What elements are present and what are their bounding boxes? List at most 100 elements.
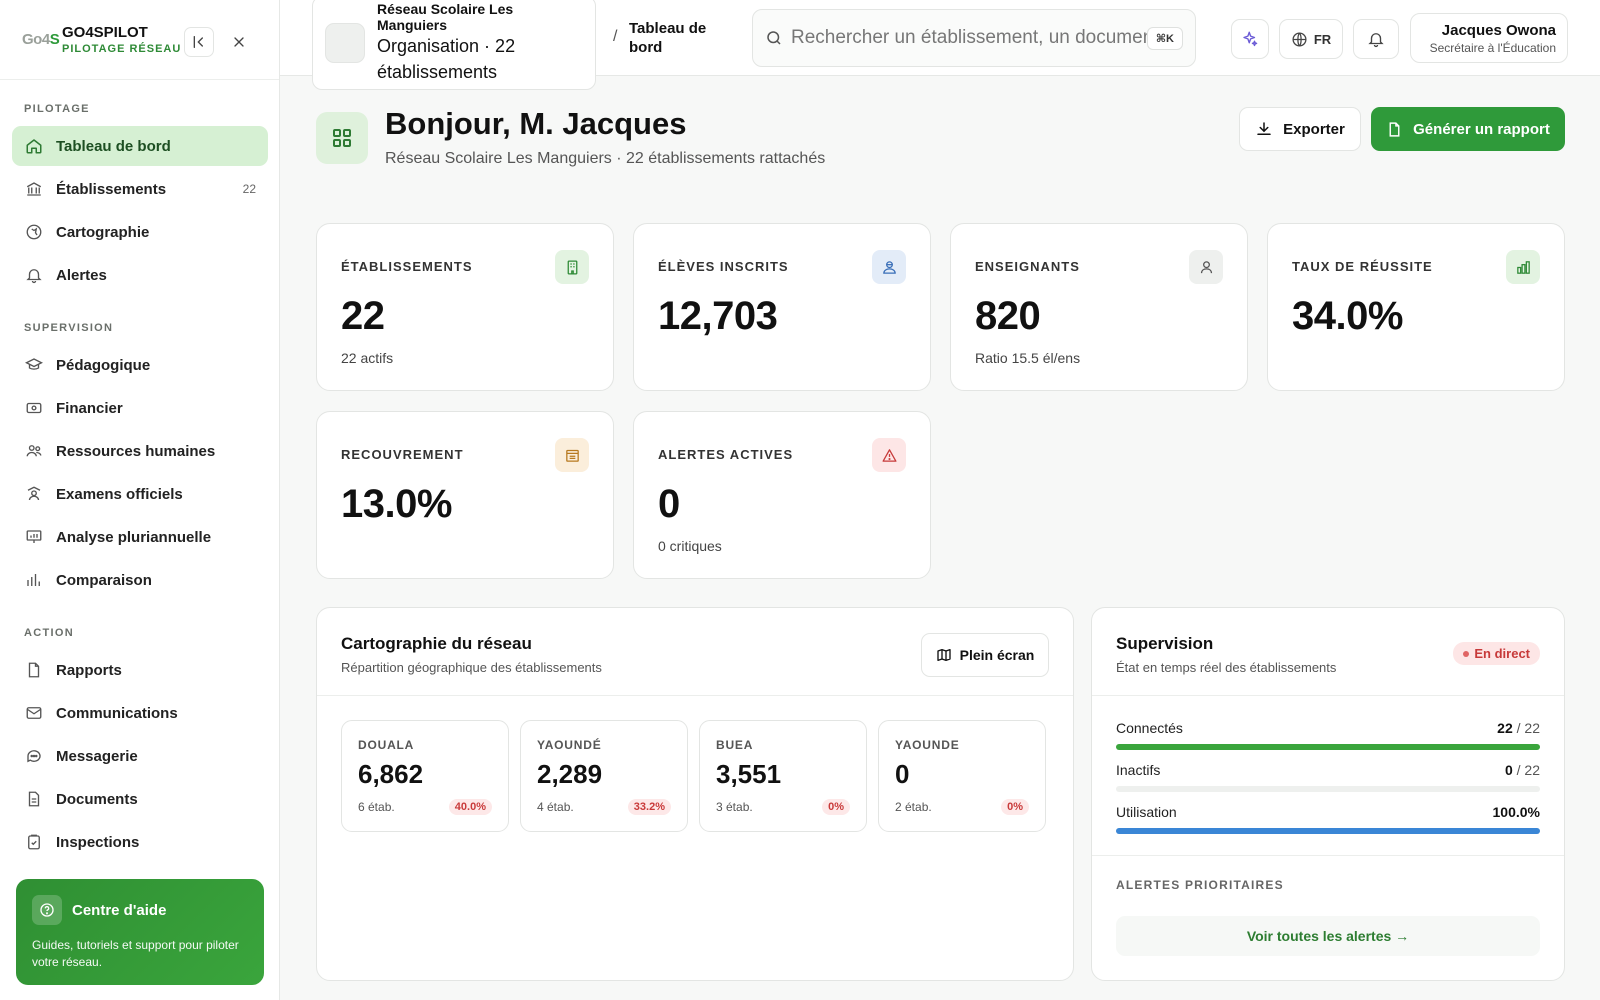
kpi-card-enseignants[interactable]: ENSEIGNANTS 820 Ratio 15.5 él/ens (950, 223, 1248, 391)
organization-logo (325, 23, 365, 63)
user-menu[interactable]: Jacques Owona Secrétaire à l'Éducation (1410, 13, 1568, 63)
kpi-subtext: 0 critiques (658, 538, 722, 554)
sidebar-item-label: Ressources humaines (56, 442, 216, 460)
kpi-subtext: Ratio 15.5 él/ens (975, 350, 1081, 366)
kpi-value: 12,703 (658, 294, 778, 338)
help-icon (32, 895, 62, 925)
live-status-badge: En direct (1453, 642, 1540, 665)
kpi-subtext: 22 actifs (341, 350, 394, 366)
collapse-sidebar-button[interactable] (184, 27, 214, 57)
mail-icon (24, 703, 44, 723)
supervision-row-value: 22 / 22 (1497, 720, 1540, 736)
users-icon (24, 441, 44, 461)
download-icon (1255, 120, 1273, 138)
building-icon (555, 250, 589, 284)
kpi-card-alertes-actives[interactable]: ALERTES ACTIVES 0 0 critiques (633, 411, 931, 579)
fullscreen-label: Plein écran (959, 647, 1035, 663)
kpi-value: 0 (658, 482, 680, 526)
region-rate-badge: 33.2% (627, 799, 671, 815)
sidebar-item-etablissements[interactable]: Établissements 22 (12, 169, 268, 209)
breadcrumb-separator: / (613, 28, 618, 45)
sidebar-item-label: Messagerie (56, 747, 138, 765)
search-bar[interactable]: ⌘K (752, 9, 1196, 67)
sidebar-item-inspections[interactable]: Inspections (12, 822, 268, 862)
nav-section-supervision: SUPERVISION (24, 322, 114, 334)
nav-section-action: ACTION (24, 627, 74, 639)
live-dot-icon (1463, 650, 1470, 657)
progress-track (1116, 828, 1540, 834)
kpi-card-taux-de-reussite[interactable]: TAUX DE RÉUSSITE 34.0% (1267, 223, 1565, 391)
supervision-subtitle: État en temps réel des établissements (1116, 660, 1337, 675)
sidebar-item-documents[interactable]: Documents (12, 779, 268, 819)
sidebar-item-ressources-humaines[interactable]: Ressources humaines (12, 431, 268, 471)
sidebar-item-analyse-pluriannuelle[interactable]: Analyse pluriannuelle (12, 517, 268, 557)
brand-logo[interactable]: Go4S (22, 31, 60, 48)
user-role: Secrétaire à l'Éducation (1429, 41, 1556, 55)
see-all-alerts-button[interactable]: Voir toutes les alertes → (1116, 916, 1540, 956)
sidebar-item-pedagogique[interactable]: Pédagogique (12, 345, 268, 385)
live-label: En direct (1474, 646, 1530, 661)
region-name: YAOUNDÉ (537, 738, 602, 752)
bell-icon (24, 265, 44, 285)
region-card-buea[interactable]: BUEA 3,551 3 étab. 0% (699, 720, 867, 832)
organization-name: Réseau Scolaire Les Manguiers (377, 1, 514, 33)
progress-track (1116, 744, 1540, 750)
students-icon (872, 250, 906, 284)
sidebar-item-tableau-de-bord[interactable]: Tableau de bord (12, 126, 268, 166)
sidebar-item-count: 22 (242, 182, 256, 196)
region-rate-badge: 0% (822, 799, 850, 815)
notifications-button[interactable] (1353, 19, 1399, 59)
user-icon (1189, 250, 1223, 284)
close-sidebar-button[interactable] (224, 27, 254, 57)
region-name: YAOUNDE (895, 738, 960, 752)
organization-switcher[interactable]: Réseau Scolaire Les Manguiers Organisati… (312, 0, 596, 90)
network-map-panel: Cartographie du réseau Répartition géogr… (316, 607, 1074, 981)
export-button[interactable]: Exporter (1239, 107, 1361, 151)
collapse-left-icon (193, 36, 203, 48)
kpi-value: 820 (975, 294, 1041, 338)
sidebar-item-alertes[interactable]: Alertes (12, 255, 268, 295)
region-card-yaounde-2[interactable]: YAOUNDE 0 2 étab. 0% (878, 720, 1046, 832)
sidebar-item-communications[interactable]: Communications (12, 693, 268, 733)
region-etab-count: 4 étab. (537, 800, 574, 814)
sidebar-item-examens-officiels[interactable]: Examens officiels (12, 474, 268, 514)
bank-icon (24, 179, 44, 199)
supervision-row-value: 100.0% (1492, 804, 1540, 820)
region-name: BUEA (716, 738, 754, 752)
home-icon (24, 136, 44, 156)
generate-report-button[interactable]: Générer un rapport (1371, 107, 1565, 151)
sidebar-item-financier[interactable]: Financier (12, 388, 268, 428)
sidebar-item-label: Documents (56, 790, 138, 808)
brand-subtitle: PILOTAGE RÉSEAU (62, 43, 182, 55)
map-panel-title: Cartographie du réseau (341, 634, 532, 653)
ai-assistant-button[interactable] (1231, 19, 1269, 59)
sidebar-item-label: Alertes (56, 266, 107, 284)
region-card-yaounde[interactable]: YAOUNDÉ 2,289 4 étab. 33.2% (520, 720, 688, 832)
region-value: 3,551 (716, 759, 782, 789)
sidebar-item-label: Cartographie (56, 223, 150, 241)
kpi-card-recouvrement[interactable]: RECOUVREMENT 13.0% (316, 411, 614, 579)
kpi-card-eleves-inscrits[interactable]: ÉLÈVES INSCRITS 12,703 (633, 223, 931, 391)
clipboard-check-icon (24, 832, 44, 852)
sidebar-item-label: Financier (56, 399, 123, 417)
bar-chart-icon (24, 570, 44, 590)
fullscreen-button[interactable]: Plein écran (921, 633, 1049, 677)
search-input[interactable] (791, 27, 1147, 49)
sidebar-item-comparaison[interactable]: Comparaison (12, 560, 268, 600)
map-panel-subtitle: Répartition géographique des établisseme… (341, 660, 602, 675)
export-label: Exporter (1283, 120, 1345, 138)
help-center-text: Guides, tutoriels et support pour pilote… (32, 938, 239, 969)
language-button[interactable]: FR (1279, 19, 1343, 59)
presentation-chart-icon (24, 527, 44, 547)
divider (1092, 855, 1564, 856)
kpi-card-etablissements[interactable]: ÉTABLISSEMENTS 22 22 actifs (316, 223, 614, 391)
banknote-icon (24, 398, 44, 418)
region-card-douala[interactable]: DOUALA 6,862 6 étab. 40.0% (341, 720, 509, 832)
region-value: 0 (895, 759, 910, 789)
globe-icon (1292, 31, 1307, 47)
sidebar-item-cartographie[interactable]: Cartographie (12, 212, 268, 252)
sidebar-item-rapports[interactable]: Rapports (12, 650, 268, 690)
help-center-card[interactable]: Centre d'aide Guides, tutoriels et suppo… (16, 879, 264, 985)
sidebar-item-messagerie[interactable]: Messagerie (12, 736, 268, 776)
region-etab-count: 3 étab. (716, 800, 753, 814)
